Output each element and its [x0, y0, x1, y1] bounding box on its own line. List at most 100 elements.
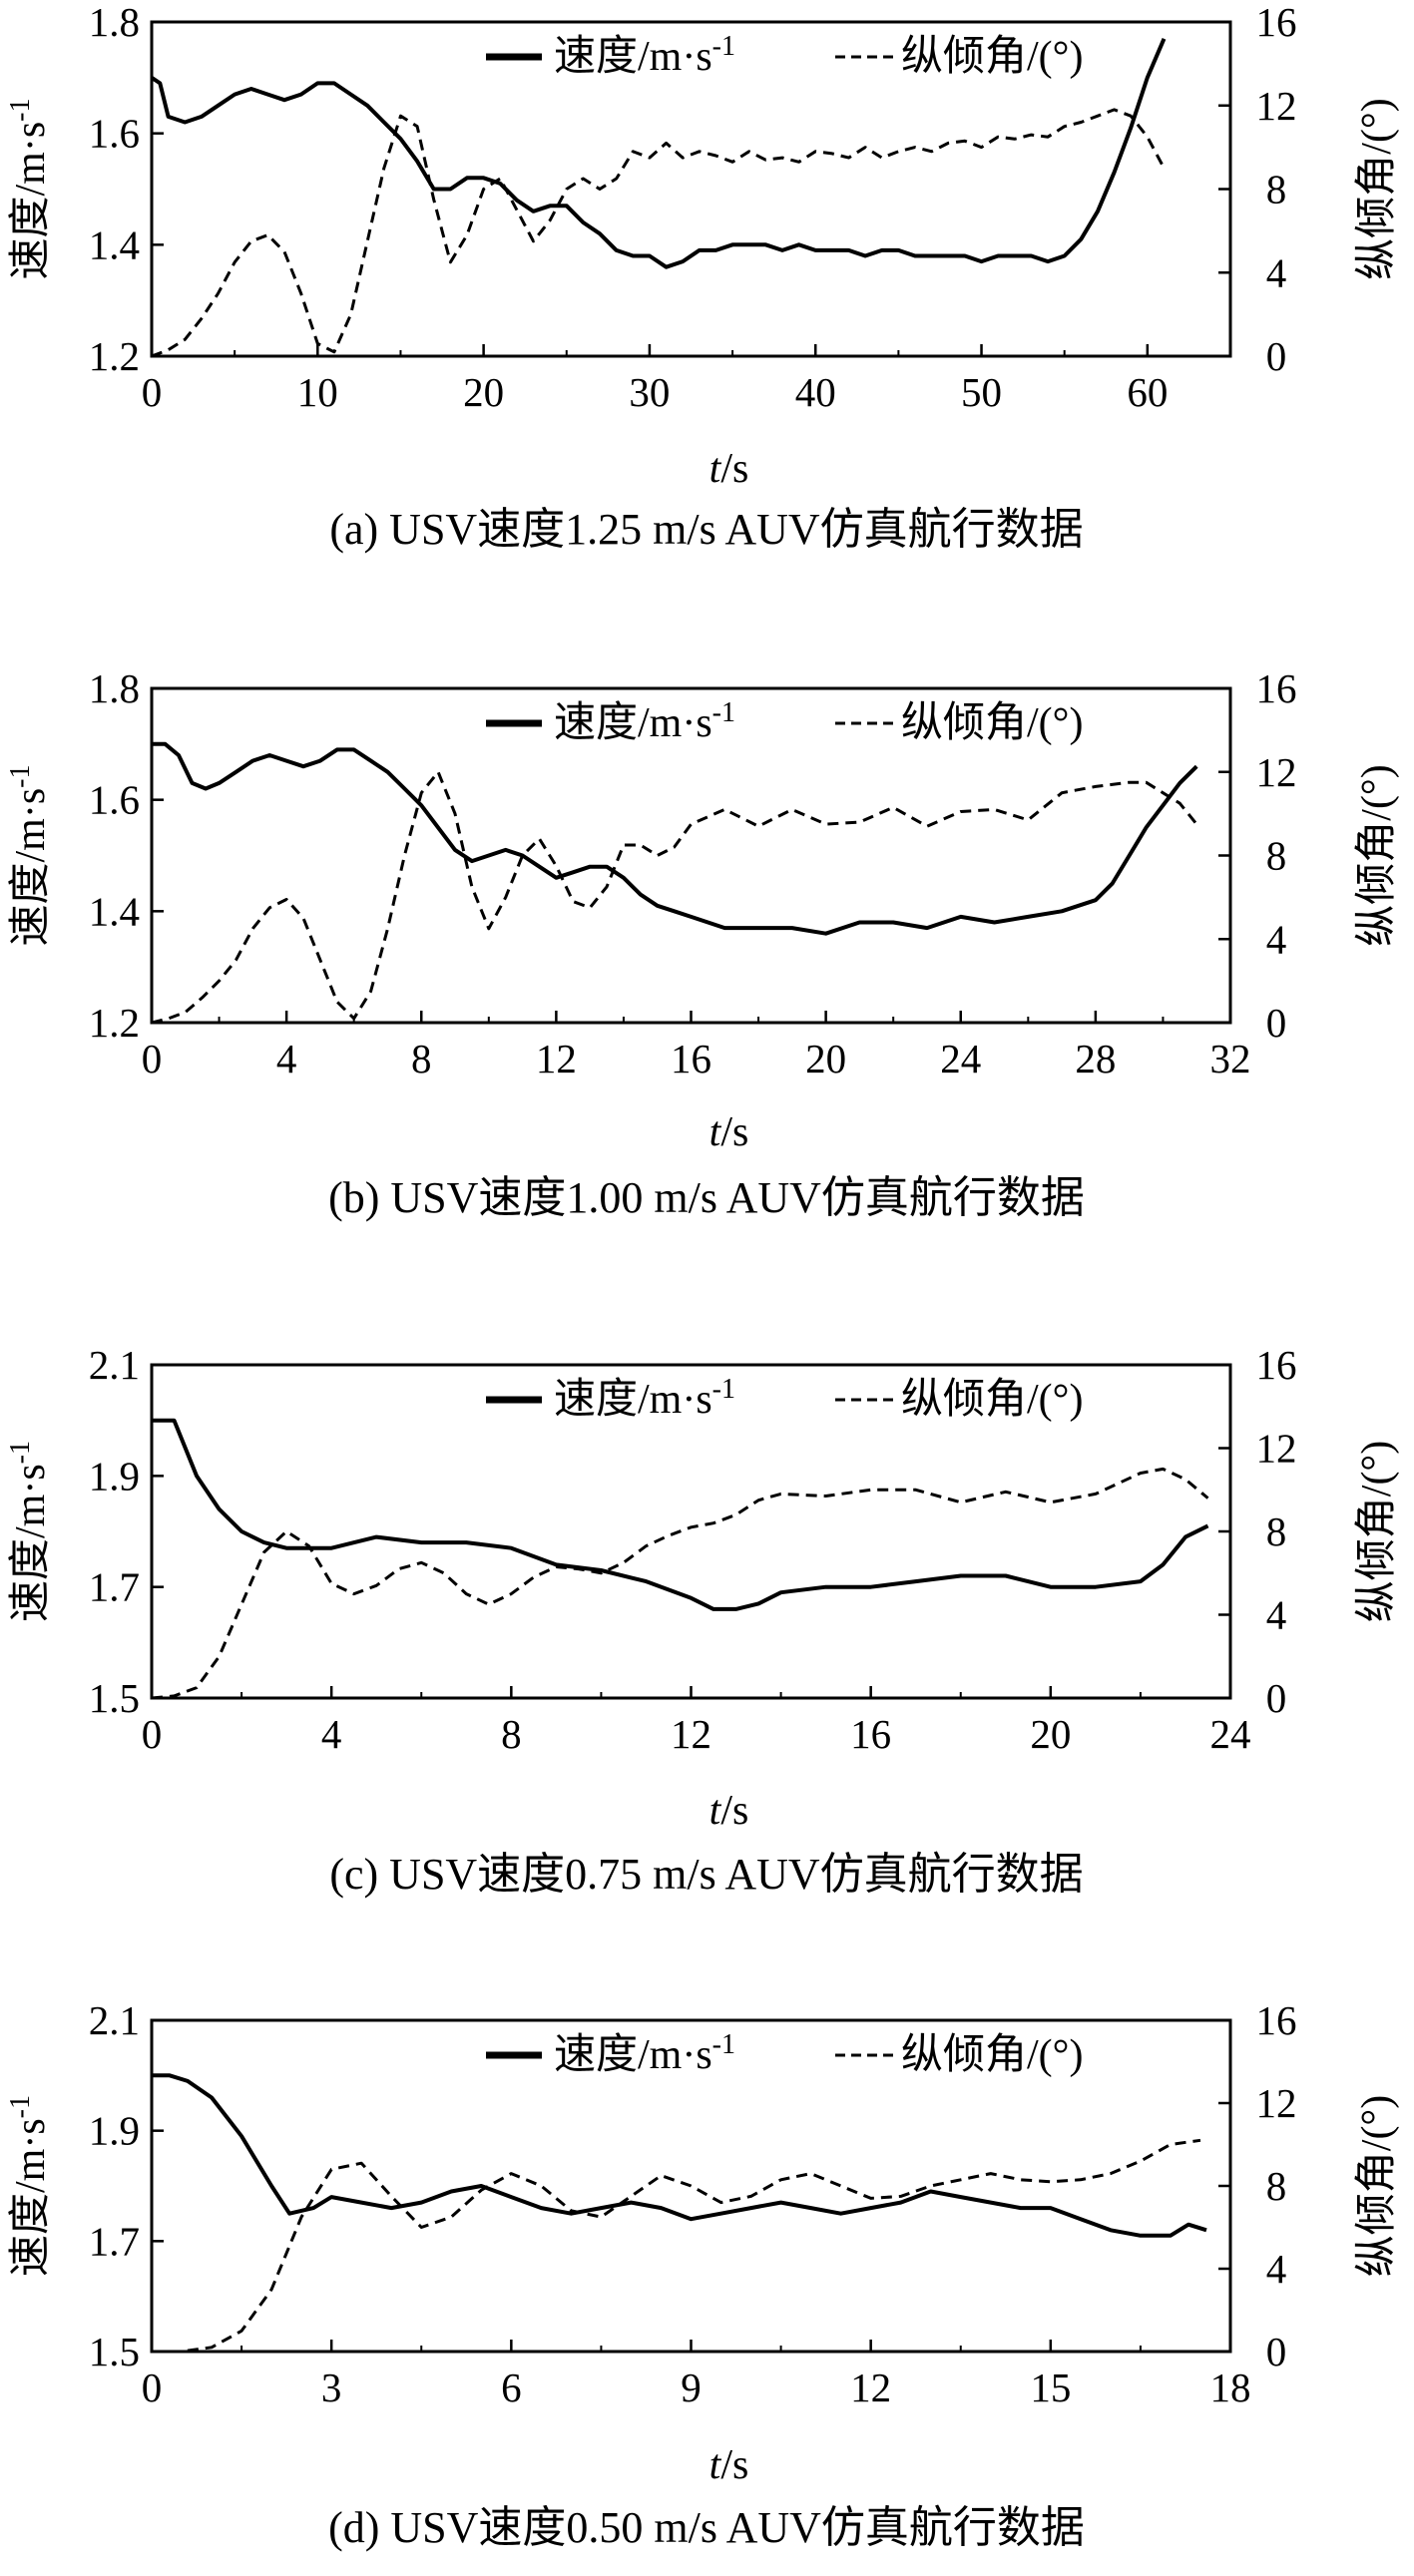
x-tick-label: 24	[940, 1036, 981, 1081]
y-right-tick-label: 16	[1256, 1342, 1297, 1388]
y-right-tick-label: 0	[1266, 2329, 1287, 2374]
x-tick-label: 32	[1210, 1036, 1251, 1081]
y-right-tick-label: 8	[1266, 833, 1287, 879]
x-tick-label: 4	[276, 1036, 297, 1081]
legend-speed-label: 速度/m·s-1	[554, 1374, 735, 1424]
x-tick-label: 24	[1210, 1711, 1251, 1757]
legend-pitch-label: 纵倾角/(°)	[901, 2032, 1083, 2078]
y-right-tick-label: 16	[1256, 0, 1297, 45]
y-left-tick-label: 1.4	[89, 888, 140, 934]
y-left-tick-label: 1.4	[89, 221, 140, 267]
x-tick-label: 40	[795, 369, 836, 415]
x-tick-label: 0	[142, 1036, 163, 1081]
x-axis-label: t/s	[709, 1788, 749, 1834]
x-tick-label: 4	[321, 1711, 342, 1757]
x-tick-label: 20	[1030, 1711, 1071, 1757]
y-left-tick-label: 1.6	[89, 111, 140, 157]
x-tick-label: 30	[629, 369, 670, 415]
y-left-tick-label: 1.8	[89, 0, 140, 45]
speed-series-line	[152, 1418, 1209, 1611]
legend-speed-label: 速度/m·s-1	[554, 2029, 735, 2079]
y-right-tick-label: 0	[1266, 333, 1287, 379]
y-right-tick-label: 4	[1266, 1592, 1287, 1638]
legend-pitch-label: 纵倾角/(°)	[901, 700, 1083, 746]
y-right-tick-label: 16	[1256, 665, 1297, 711]
y-right-tick-label: 4	[1266, 249, 1287, 295]
legend-speed-label: 速度/m·s-1	[554, 697, 735, 747]
x-tick-label: 16	[671, 1036, 711, 1081]
x-tick-label: 8	[411, 1036, 432, 1081]
y-left-tick-label: 1.7	[89, 1564, 140, 1610]
x-axis-label: t/s	[709, 446, 749, 492]
x-tick-label: 0	[142, 2364, 163, 2410]
y-right-tick-label: 8	[1266, 167, 1287, 213]
x-axis-label: t/s	[709, 1109, 749, 1155]
chart-panel-2: 0 4 8 12 16 20 24 28 32 1.2 1.4 1.6 1.8 0 4 8 12 16 t/s 速度/…	[5, 665, 1401, 1222]
x-tick-label: 10	[297, 369, 338, 415]
x-tick-label: 50	[961, 369, 1002, 415]
x-tick-label: 0	[142, 369, 163, 415]
chart-panel-1: 0 10 20 30 40 50 60 1.2 1.4 1.6 1.8 0 4 8 12 16 t/s 速度/m·…	[5, 0, 1401, 554]
y-left-tick-label: 1.2	[89, 1000, 140, 1046]
y-left-tick-label: 1.7	[89, 2218, 140, 2264]
x-tick-label: 20	[805, 1036, 846, 1081]
x-tick-label: 12	[850, 2364, 891, 2410]
y-right-axis-label: 纵倾角/(°)	[1354, 2095, 1400, 2277]
x-tick-label: 28	[1075, 1036, 1116, 1081]
figure-caption: (a) USV速度1.25 m/s AUV仿真航行数据	[329, 505, 1083, 554]
legend-pitch-label: 纵倾角/(°)	[901, 1377, 1083, 1423]
x-tick-label: 12	[671, 1711, 711, 1757]
y-left-axis-label: 速度/m·s-1	[5, 99, 55, 280]
y-right-tick-label: 0	[1266, 1675, 1287, 1721]
y-right-tick-label: 12	[1256, 2080, 1297, 2126]
y-left-tick-label: 1.5	[89, 1675, 140, 1721]
speed-series-line	[152, 2073, 1207, 2238]
figure-caption: (d) USV速度0.50 m/s AUV仿真航行数据	[328, 2503, 1085, 2552]
pitch-series-line	[152, 108, 1166, 356]
y-right-tick-label: 12	[1256, 1426, 1297, 1472]
y-right-tick-label: 12	[1256, 749, 1297, 795]
legend-speed-label: 速度/m·s-1	[554, 31, 735, 81]
figure-caption: (c) USV速度0.75 m/s AUV仿真航行数据	[329, 1850, 1083, 1899]
y-left-tick-label: 2.1	[89, 1342, 140, 1388]
y-right-tick-label: 0	[1266, 1000, 1287, 1046]
x-tick-label: 0	[142, 1711, 163, 1757]
pitch-series-line	[152, 1467, 1209, 1698]
y-left-axis-label: 速度/m·s-1	[5, 1441, 55, 1622]
legend-pitch-label: 纵倾角/(°)	[901, 34, 1083, 80]
x-tick-label: 18	[1210, 2364, 1251, 2410]
x-tick-label: 12	[536, 1036, 577, 1081]
y-left-tick-label: 1.2	[89, 333, 140, 379]
x-tick-label: 60	[1127, 369, 1168, 415]
pitch-series-line	[152, 770, 1198, 1023]
y-left-tick-label: 1.9	[89, 2108, 140, 2154]
y-right-axis-label: 纵倾角/(°)	[1354, 1441, 1400, 1622]
speed-series-line	[152, 38, 1167, 269]
y-right-tick-label: 8	[1266, 1508, 1287, 1554]
y-right-axis-label: 纵倾角/(°)	[1354, 764, 1400, 946]
speed-series-line	[152, 741, 1198, 936]
x-tick-label: 3	[321, 2364, 342, 2410]
y-left-axis-label: 速度/m·s-1	[5, 2095, 55, 2277]
x-tick-label: 16	[850, 1711, 891, 1757]
chart-panel-3: 0 4 8 12 16 20 24 1.5 1.7 1.9 2.1 0 4 8 12 16 t/s 速度/m·s-…	[5, 1342, 1401, 1899]
x-tick-label: 15	[1030, 2364, 1071, 2410]
x-tick-label: 8	[501, 1711, 522, 1757]
pitch-series-line	[152, 2138, 1201, 2352]
x-tick-label: 9	[681, 2364, 702, 2410]
y-right-axis-label: 纵倾角/(°)	[1354, 98, 1400, 279]
y-left-tick-label: 1.6	[89, 777, 140, 823]
y-right-tick-label: 12	[1256, 83, 1297, 129]
y-left-tick-label: 1.9	[89, 1453, 140, 1499]
chart-panel-4: 0 3 6 9 12 15 18 1.5 1.7 1.9 2.1 0 4 8 12 16 t/s 速度/m·s-1…	[5, 1997, 1401, 2552]
figure-caption: (b) USV速度1.00 m/s AUV仿真航行数据	[328, 1173, 1085, 1222]
y-left-tick-label: 2.1	[89, 1997, 140, 2043]
y-left-tick-label: 1.5	[89, 2329, 140, 2374]
y-right-tick-label: 16	[1256, 1997, 1297, 2043]
x-tick-label: 20	[463, 369, 504, 415]
y-left-axis-label: 速度/m·s-1	[5, 765, 55, 947]
x-tick-label: 6	[501, 2364, 522, 2410]
y-left-tick-label: 1.8	[89, 665, 140, 711]
y-right-tick-label: 8	[1266, 2163, 1287, 2209]
